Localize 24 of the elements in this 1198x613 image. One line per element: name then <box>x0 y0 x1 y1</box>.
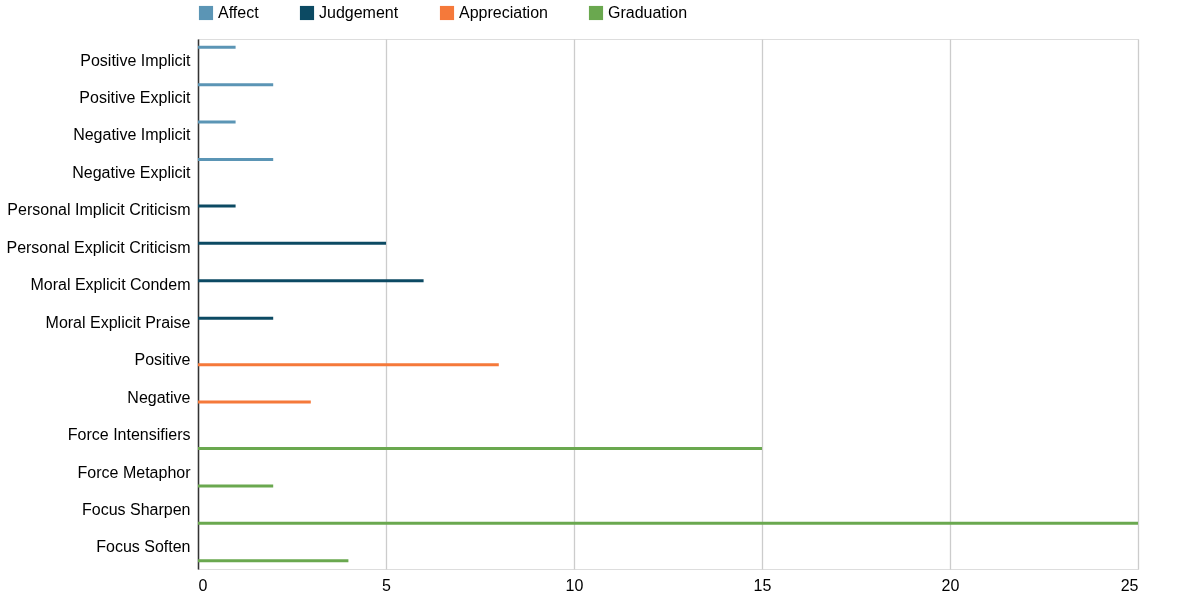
x-tick-label: 0 <box>198 576 208 594</box>
y-tick-label: Positive Explicit <box>79 88 192 106</box>
legend-label: Judgement <box>319 4 399 21</box>
x-tick-label: 5 <box>382 576 392 594</box>
legend-label: Appreciation <box>459 4 548 21</box>
y-tick-label: Personal Explicit Criticism <box>6 238 191 256</box>
y-tick-label: Force Intensifiers <box>67 426 191 444</box>
x-tick-label: 20 <box>941 576 960 594</box>
y-tick-label: Negative <box>127 388 191 406</box>
y-tick-label: Negative Implicit <box>73 126 192 144</box>
y-tick-label: Negative Explicit <box>72 163 192 181</box>
y-tick-label: Positive <box>134 351 191 369</box>
y-tick-label: Moral Explicit Praise <box>45 313 191 331</box>
y-tick-label: Moral Explicit Condem <box>30 276 191 294</box>
x-tick-label: 25 <box>1120 576 1139 594</box>
legend-label: Affect <box>218 4 260 21</box>
y-tick-label: Focus Soften <box>96 538 191 556</box>
y-tick-label: Focus Sharpen <box>81 501 191 519</box>
legend-label: Graduation <box>608 4 688 21</box>
y-tick-label: Positive Implicit <box>80 51 192 69</box>
y-tick-label: Personal Implicit Criticism <box>7 201 191 219</box>
x-tick-label: 15 <box>753 576 772 594</box>
y-tick-label: Force Metaphor <box>77 463 192 481</box>
x-tick-label: 10 <box>565 576 584 594</box>
